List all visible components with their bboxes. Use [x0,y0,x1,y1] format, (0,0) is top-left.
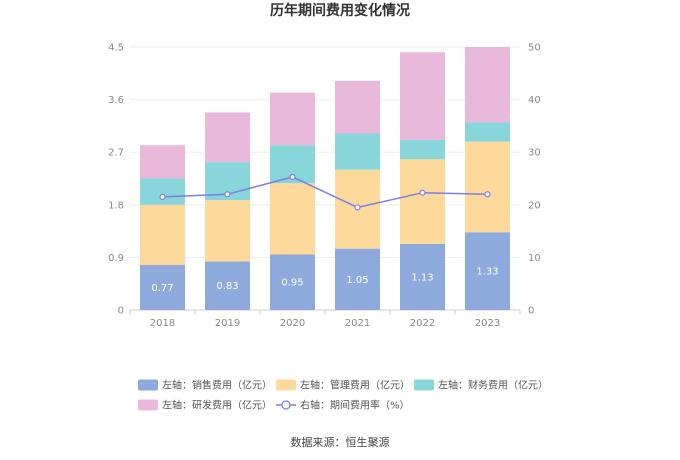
left-tick-label: 2.7 [108,148,124,159]
data-source: 数据来源：恒生聚源 [291,435,390,449]
legend-label: 左轴：研发费用（亿元） [162,399,272,412]
axes: 0 0.9 1.8 2.7 3.6 4.5 0 10 20 30 40 50 2018 2019 2020 2… [108,43,541,330]
legend-item: 左轴：财务费用（亿元） [414,379,548,392]
bar-segment [270,183,315,255]
bar-value-label: 0.77 [151,283,173,294]
legend-item: 左轴：销售费用（亿元） [138,379,272,392]
rate-line-point [159,193,166,201]
bar-segment [335,80,380,134]
bar-segment [335,248,380,310]
x-tick-label: 2023 [475,318,500,329]
rate-line-point [224,191,231,198]
legend-item: 左轴：研发费用（亿元） [138,399,272,412]
rate-line-point [419,189,426,196]
left-tick-label: 1.8 [108,200,124,211]
bar-segment [465,47,510,123]
right-tick-label: 0 [528,306,534,317]
right-tick-label: 30 [528,148,541,159]
bar-segment [465,141,510,233]
bar-segment [140,264,185,310]
x-tick-label: 2022 [410,318,435,329]
left-tick-label: 0 [118,306,124,317]
bar-segment [205,261,250,310]
bar-segment [205,112,250,163]
legend-label: 左轴：管理费用（亿元） [300,379,410,392]
bar-segment [400,243,445,310]
bar-segment [140,204,185,265]
bar-value-label: 0.95 [281,278,303,289]
legend-item: 右轴：期间费用率（%） [276,399,410,412]
x-tick-label: 2018 [150,318,175,329]
bar-labels: 0.77 0.83 0.95 1.05 1.13 1.33 [151,267,498,294]
rate-line-point [484,191,491,198]
bar-segment [205,200,250,262]
x-tick-label: 2019 [215,318,240,329]
bar-segment [465,232,510,310]
legend-swatch-icon [414,379,434,391]
left-tick-label: 4.5 [108,43,124,54]
legend-label: 左轴：财务费用（亿元） [438,379,548,392]
bar-value-label: 0.83 [216,281,238,292]
right-tick-label: 40 [528,95,541,106]
bar-segment [140,178,185,205]
left-tick-label: 0.9 [108,253,124,264]
bars [140,47,510,310]
left-tick-label: 3.6 [108,95,124,106]
legend-marker-icon [281,400,291,410]
bar-segment [465,122,510,142]
chart-title: 历年期间费用变化情况 [270,2,410,19]
rate-line-path [162,176,488,209]
legend-swatch-icon [138,399,158,411]
bar-value-label: 1.13 [411,272,433,283]
right-tick-label: 20 [528,200,541,211]
bar-value-label: 1.33 [476,267,498,278]
x-tick-label: 2021 [345,318,370,329]
legend-label: 右轴：期间费用率（%） [300,399,410,412]
bar-segment [400,159,445,244]
rate-line-point [289,173,296,181]
bar-segment [400,52,445,140]
x-tick-label: 2020 [280,318,305,329]
legend-item: 左轴：管理费用（亿元） [276,379,410,392]
bar-segment [335,133,380,170]
legend-label: 左轴：销售费用（亿元） [162,379,272,392]
bar-value-label: 1.05 [346,275,368,286]
right-tick-label: 50 [528,43,541,54]
bar-segment [270,92,315,146]
bar-segment [140,145,185,179]
legend-swatch-icon [138,379,158,391]
grid-lines [130,46,520,258]
bar-segment [400,139,445,160]
legend: 左轴：销售费用（亿元） 左轴：管理费用（亿元） 左轴：财务费用（亿元） 左轴：研发费用… [138,379,548,412]
rate-line-point [354,204,361,211]
right-tick-label: 10 [528,253,541,264]
legend-swatch-icon [276,379,296,391]
rate-line [159,173,491,211]
bar-segment [270,254,315,310]
